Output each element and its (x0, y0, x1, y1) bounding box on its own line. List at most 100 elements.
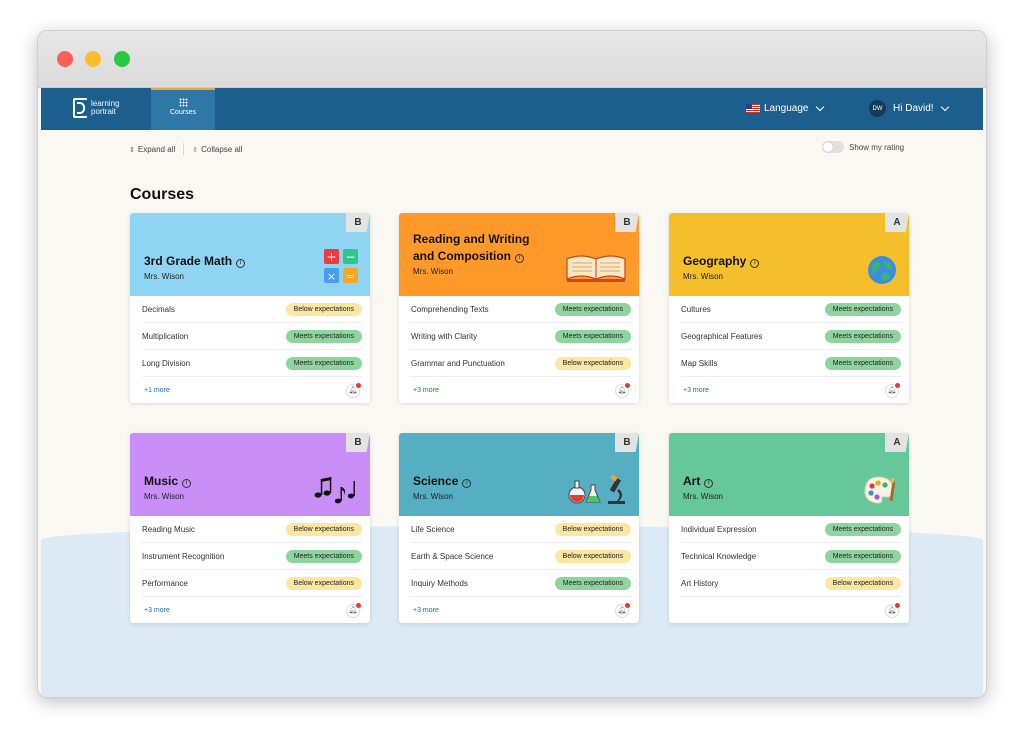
bell-icon[interactable]: 🔔︎ (615, 382, 630, 398)
course-teacher: Mrs. Wison (144, 492, 184, 501)
skill-name: Inquiry Methods (411, 578, 468, 588)
info-icon[interactable]: i (515, 254, 524, 263)
more-skills-link[interactable]: +3 more (413, 607, 439, 614)
toggle-switch[interactable] (822, 141, 844, 153)
status-badge: Meets expectations (554, 302, 631, 316)
collapse-all-button[interactable]: ⇳ Collapse all (192, 144, 243, 154)
grade-flag: B (346, 213, 370, 232)
skill-row[interactable]: Map Skills Meets expectations (681, 350, 901, 377)
course-card-footer: +1 more 🔔︎ (130, 377, 370, 403)
skill-row[interactable]: Grammar and Punctuation Below expectation… (411, 350, 631, 377)
skill-name: Decimals (142, 304, 175, 314)
course-card[interactable]: Geography i Mrs. Wison A Cultures Meets expec… (669, 213, 909, 403)
course-title-line1: Reading and Writing (413, 232, 530, 246)
info-icon[interactable]: i (236, 259, 246, 268)
skill-row[interactable]: Technical Knowledge Meets expectations (681, 543, 901, 570)
chevron-down-icon (940, 102, 949, 111)
course-teacher: Mrs. Wison (413, 492, 453, 501)
bell-icon[interactable]: 🔔︎ (885, 602, 900, 618)
skill-name: Art History (681, 578, 719, 588)
course-card[interactable]: 3rd Grade Math i Mrs. Wison B + − × = Decimals Be… (130, 213, 370, 403)
bell-icon[interactable]: 🔔︎ (346, 602, 361, 618)
logo-line1: learning (91, 99, 120, 108)
skill-row[interactable]: Multiplication Meets expectations (142, 323, 362, 350)
status-badge: Meets expectations (824, 329, 901, 343)
bell-icon[interactable]: 🔔︎ (615, 602, 630, 618)
course-title-block: Geography i Mrs. Wison (683, 213, 895, 281)
bell-icon[interactable]: 🔔︎ (346, 382, 361, 398)
course-card-header[interactable]: 3rd Grade Math i Mrs. Wison B + − × = (130, 213, 370, 296)
info-icon[interactable]: i (750, 259, 760, 268)
course-card-header[interactable]: Geography i Mrs. Wison A (669, 213, 909, 296)
skill-row[interactable]: Geographical Features Meets expectations (681, 323, 901, 350)
course-card-footer: +3 more 🔔︎ (399, 377, 639, 403)
course-card-header[interactable]: Reading and Writing and Composition i Mrs. … (399, 213, 639, 296)
course-title-block: Music i Mrs. Wison (144, 433, 356, 501)
course-card-header[interactable]: Art i Mrs. Wison A (669, 433, 909, 516)
status-badge: Meets expectations (285, 329, 362, 343)
app-viewport: learning portrait Courses Language DW Hi… (41, 88, 983, 697)
status-badge: Meets expectations (285, 356, 362, 370)
course-title: Music i (144, 473, 356, 490)
skill-row[interactable]: Individual Expression Meets expectations (681, 516, 901, 543)
skill-row[interactable]: Long Division Meets expectations (142, 350, 362, 377)
more-skills-link[interactable]: +3 more (413, 387, 439, 394)
course-card-header[interactable]: Music i Mrs. Wison B (130, 433, 370, 516)
info-icon[interactable]: i (182, 479, 192, 488)
skill-row[interactable]: Cultures Meets expectations (681, 296, 901, 323)
chevron-down-icon (815, 102, 824, 111)
user-menu[interactable]: DW Hi David! (869, 100, 949, 117)
grade-flag: A (885, 213, 909, 232)
more-skills-link[interactable]: +1 more (144, 387, 170, 394)
course-title-line2: and Composition (413, 249, 511, 263)
language-dropdown[interactable]: Language (746, 102, 824, 114)
status-badge: Meets expectations (824, 549, 901, 563)
maximize-window-button[interactable] (114, 51, 130, 67)
skill-row[interactable]: Decimals Below expectations (142, 296, 362, 323)
math-symbols-icon: + − × = (324, 249, 358, 288)
course-toolbar: ⇕ Expand all ⇳ Collapse all (129, 143, 242, 155)
course-card-footer: +3 more 🔔︎ (669, 377, 909, 403)
svg-text:×: × (327, 270, 336, 283)
grade-flag: B (615, 213, 639, 232)
course-card[interactable]: Reading and Writing and Composition i Mrs. … (399, 213, 639, 403)
course-title-block: Art i Mrs. Wison (683, 433, 895, 501)
course-card[interactable]: Art i Mrs. Wison A Individual Expression Meet… (669, 433, 909, 623)
skill-row[interactable]: Writing with Clarity Meets expectations (411, 323, 631, 350)
page-title: Courses (130, 186, 195, 203)
skill-name: Cultures (681, 304, 711, 314)
info-icon[interactable]: i (704, 479, 714, 488)
status-badge: Meets expectations (285, 549, 362, 563)
close-window-button[interactable] (57, 51, 73, 67)
skill-list: Decimals Below expectations Multiplication… (130, 296, 370, 377)
tab-courses[interactable]: Courses (151, 88, 215, 130)
open-book-icon (565, 253, 627, 288)
course-title: Geography i (683, 253, 895, 270)
skill-row[interactable]: Earth & Space Science Below expectations (411, 543, 631, 570)
skill-row[interactable]: Life Science Below expectations (411, 516, 631, 543)
grade-flag: A (885, 433, 909, 452)
course-card-header[interactable]: Science i Mrs. Wison B (399, 433, 639, 516)
more-skills-link[interactable]: +3 more (683, 387, 709, 394)
skill-row[interactable]: Performance Below expectations (142, 570, 362, 597)
skill-row[interactable]: Comprehending Texts Meets expectations (411, 296, 631, 323)
learning-portrait-logo[interactable]: learning portrait (73, 98, 119, 118)
skill-name: Reading Music (142, 524, 195, 534)
skill-row[interactable]: Reading Music Below expectations (142, 516, 362, 543)
info-icon[interactable]: i (462, 479, 472, 488)
skill-row[interactable]: Art History Below expectations (681, 570, 901, 597)
minimize-window-button[interactable] (85, 51, 101, 67)
show-rating-toggle[interactable]: Show my rating (822, 141, 904, 153)
bell-icon[interactable]: 🔔︎ (885, 382, 900, 398)
course-title-line1: Geography (683, 254, 747, 268)
more-skills-link[interactable]: +3 more (144, 607, 170, 614)
skill-row[interactable]: Instrument Recognition Meets expectations (142, 543, 362, 570)
skill-name: Long Division (142, 358, 191, 368)
skill-row[interactable]: Inquiry Methods Meets expectations (411, 570, 631, 597)
top-navbar: learning portrait Courses Language DW Hi… (41, 88, 983, 130)
status-badge: Meets expectations (554, 576, 631, 590)
expand-all-button[interactable]: ⇕ Expand all (129, 144, 176, 154)
course-card[interactable]: Science i Mrs. Wison B Life Science Below exp… (399, 433, 639, 623)
course-card[interactable]: Music i Mrs. Wison B Reading Music Below expe… (130, 433, 370, 623)
collapse-icon: ⇳ (192, 146, 199, 154)
